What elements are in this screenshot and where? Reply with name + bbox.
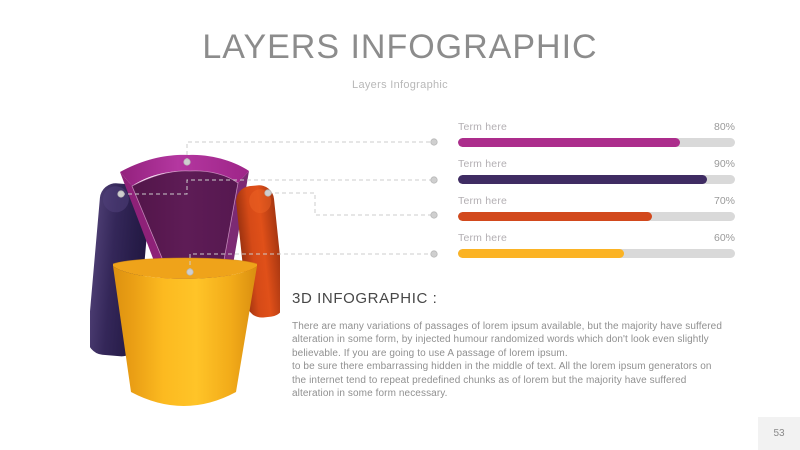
bar-percent: 80% xyxy=(713,121,735,133)
bar-track xyxy=(458,249,735,258)
progress-row: Term here 90% xyxy=(458,158,735,184)
progress-row: Term here 60% xyxy=(458,232,735,258)
base-layer-shape xyxy=(112,257,258,406)
layered-cylinder-graphic xyxy=(90,154,280,406)
bar-percent: 90% xyxy=(713,158,735,170)
progress-row: Term here 80% xyxy=(458,121,735,147)
section-body-text: There are many variations of passages of… xyxy=(292,321,722,400)
page-number-badge: 53 xyxy=(758,417,800,450)
page-subtitle: Layers Infographic xyxy=(352,79,448,91)
bar-label: Term here xyxy=(458,195,508,207)
bar-label: Term here xyxy=(458,158,508,170)
bar-track xyxy=(458,138,735,147)
bar-track xyxy=(458,212,735,221)
section-heading: 3D INFOGRAPHIC : xyxy=(292,290,438,307)
bar-label: Term here xyxy=(458,121,508,133)
bar-fill xyxy=(458,175,708,184)
bar-fill xyxy=(458,249,625,258)
bar-track xyxy=(458,175,735,184)
bar-percent: 60% xyxy=(713,232,735,244)
progress-bar-list: Term here 80% Term here 90% Term here 70… xyxy=(458,121,735,269)
bar-label: Term here xyxy=(458,232,508,244)
page-title: LAYERS INFOGRAPHIC xyxy=(202,28,598,66)
bar-fill xyxy=(458,212,652,221)
progress-row: Term here 70% xyxy=(458,195,735,221)
bar-percent: 70% xyxy=(713,195,735,207)
description-section: 3D INFOGRAPHIC : There are many variatio… xyxy=(292,290,728,400)
bar-fill xyxy=(458,138,680,147)
